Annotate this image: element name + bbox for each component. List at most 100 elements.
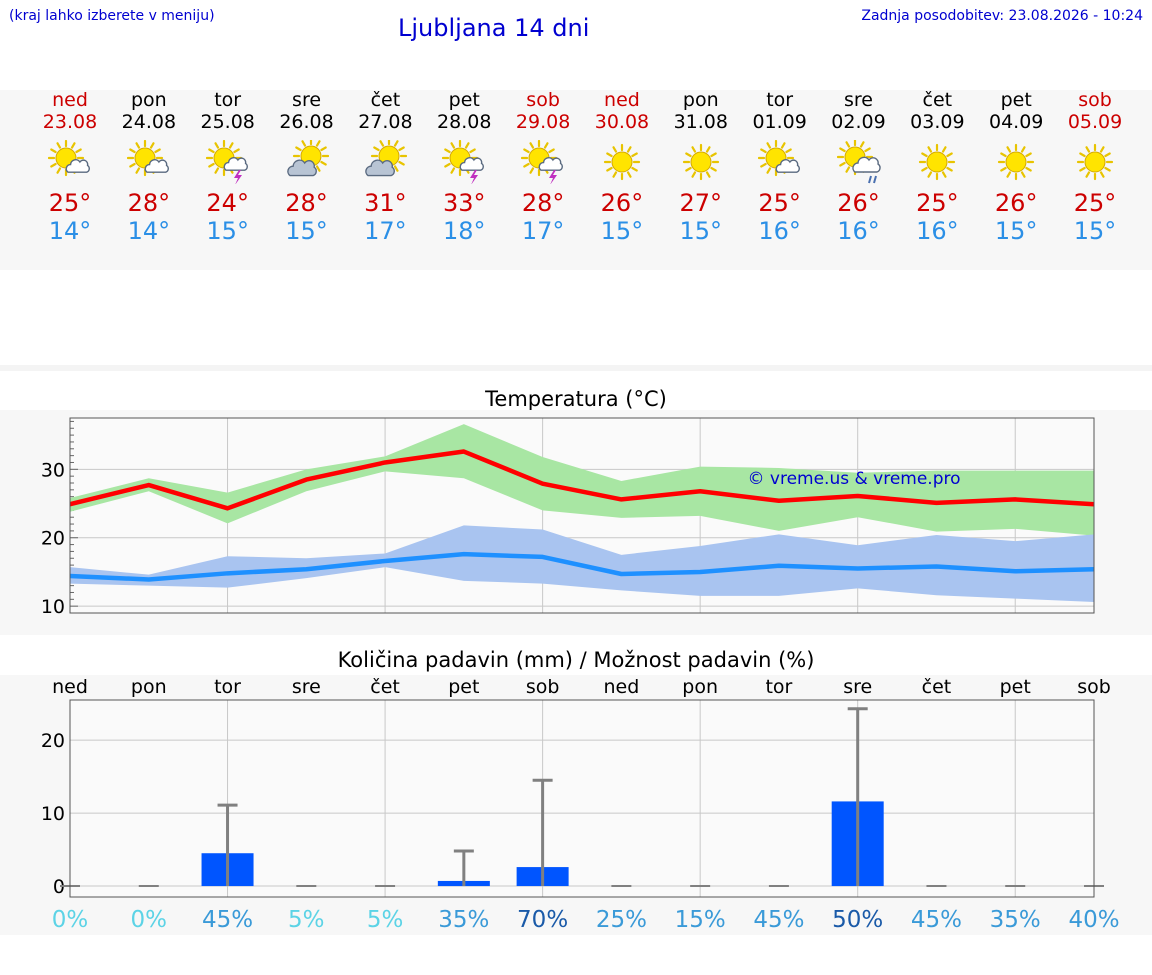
sun-cloud-icon bbox=[757, 140, 800, 177]
category-label: ned bbox=[52, 676, 88, 698]
sun-storm-icon bbox=[521, 140, 564, 184]
probability-label: 45% bbox=[911, 907, 962, 933]
day-column: pon 24.08 28° 14° bbox=[110, 90, 188, 245]
sun-ray bbox=[50, 148, 57, 154]
probability-label: 40% bbox=[1068, 907, 1119, 933]
day-name: ned bbox=[604, 89, 640, 111]
temp-max: 26° bbox=[994, 189, 1038, 217]
temp-max: 25° bbox=[48, 189, 92, 217]
y-tick-label: 20 bbox=[41, 528, 65, 550]
watermark: © vreme.us & vreme.pro bbox=[747, 469, 960, 489]
sun-ray bbox=[1006, 171, 1012, 178]
day-date: 31.08 bbox=[673, 111, 728, 133]
probability-label: 45% bbox=[753, 907, 804, 933]
day-name: sob bbox=[526, 89, 560, 111]
day-name: tor bbox=[214, 89, 242, 111]
sun-ray bbox=[844, 141, 850, 148]
sun-ray bbox=[207, 148, 215, 154]
day-column: sre 26.08 28° 15° bbox=[268, 90, 346, 245]
temp-max: 25° bbox=[758, 189, 801, 217]
category-label: čet bbox=[370, 676, 400, 698]
probability-label: 5% bbox=[367, 907, 404, 933]
sun-ray bbox=[1104, 152, 1111, 158]
sun-ray bbox=[631, 166, 638, 172]
sun-ray bbox=[612, 146, 618, 153]
sun-disc bbox=[1005, 151, 1027, 173]
sun-ray bbox=[523, 162, 530, 168]
cloud-shape bbox=[365, 159, 396, 177]
sun-ray bbox=[1099, 146, 1105, 153]
sun-storm-icon bbox=[205, 140, 248, 184]
probability-label: 35% bbox=[438, 907, 489, 933]
plot-frame bbox=[69, 699, 1095, 898]
sun-ray bbox=[626, 171, 632, 178]
sun-ray bbox=[606, 152, 613, 158]
sun-ray bbox=[394, 140, 399, 147]
temperature-chart: 10 20 30 © vreme.us & vreme.pro bbox=[41, 417, 1095, 618]
sun-ray bbox=[710, 166, 717, 172]
sun-ray bbox=[606, 166, 613, 172]
sun-ray bbox=[838, 161, 846, 167]
day-name: sre bbox=[292, 89, 322, 111]
sun-icon bbox=[1076, 143, 1114, 181]
category-label: pet bbox=[448, 676, 479, 698]
sun-ray bbox=[529, 142, 535, 149]
sun-ray bbox=[1085, 171, 1091, 178]
category-label: tor bbox=[214, 676, 241, 698]
lightning-bolt bbox=[549, 170, 558, 184]
sun-ray bbox=[444, 148, 451, 154]
y-tick-label: 20 bbox=[41, 730, 65, 752]
sun-cloud-icon bbox=[126, 140, 169, 177]
sun-ray bbox=[927, 171, 933, 178]
cloud-shape bbox=[144, 159, 169, 173]
lightning-bolt bbox=[470, 170, 479, 184]
sun-ray bbox=[56, 142, 62, 149]
day-date: 30.08 bbox=[594, 111, 650, 133]
sun-ray bbox=[921, 166, 929, 172]
temp-min: 15° bbox=[206, 217, 249, 245]
category-label: sob bbox=[526, 676, 560, 698]
day-name: sob bbox=[1078, 89, 1112, 111]
sun-ray bbox=[373, 146, 381, 152]
probability-label: 5% bbox=[288, 907, 325, 933]
day-column: tor 25.08 24° 15° bbox=[189, 90, 267, 245]
sun-ray bbox=[529, 167, 535, 174]
day-date: 05.09 bbox=[1067, 111, 1123, 133]
category-label: pon bbox=[131, 676, 167, 698]
y-tick-label: 0 bbox=[53, 876, 65, 898]
day-column: pet 04.09 26° 15° bbox=[977, 90, 1055, 245]
sun-ray bbox=[631, 152, 638, 158]
temp-min: 15° bbox=[994, 217, 1038, 245]
series-max-line bbox=[69, 449, 1095, 511]
day-name: pet bbox=[448, 89, 480, 111]
sun-ray bbox=[1079, 166, 1086, 172]
day-column: čet 27.08 31° 17° bbox=[346, 90, 424, 245]
day-name: pon bbox=[130, 89, 167, 111]
cloud-shape bbox=[286, 159, 317, 177]
sun-ray bbox=[780, 142, 786, 149]
cloud-shape bbox=[851, 156, 881, 173]
temp-max: 31° bbox=[364, 189, 407, 217]
sun-ray bbox=[398, 160, 406, 166]
probability-label: 70% bbox=[517, 907, 568, 933]
sun-ray bbox=[319, 160, 327, 166]
sun-ray bbox=[710, 152, 717, 158]
sun-ray bbox=[766, 167, 771, 174]
sun-disc bbox=[926, 151, 948, 173]
cloud-shape bbox=[459, 157, 485, 171]
rain-drop bbox=[872, 175, 877, 184]
category-label: sob bbox=[1077, 676, 1111, 698]
category-label: tor bbox=[765, 676, 792, 698]
temp-max: 25° bbox=[916, 189, 959, 217]
category-label: sre bbox=[843, 676, 872, 698]
temp-max: 25° bbox=[1073, 189, 1117, 217]
category-label: pet bbox=[1000, 676, 1031, 698]
sun-ray bbox=[228, 142, 234, 149]
sun-ray bbox=[135, 142, 140, 149]
sun-icon bbox=[682, 143, 719, 181]
sun-ray bbox=[129, 162, 136, 168]
day-name: tor bbox=[766, 89, 794, 111]
sun-ray bbox=[759, 148, 767, 154]
temp-min: 15° bbox=[679, 217, 723, 245]
sun-ray bbox=[315, 140, 321, 147]
